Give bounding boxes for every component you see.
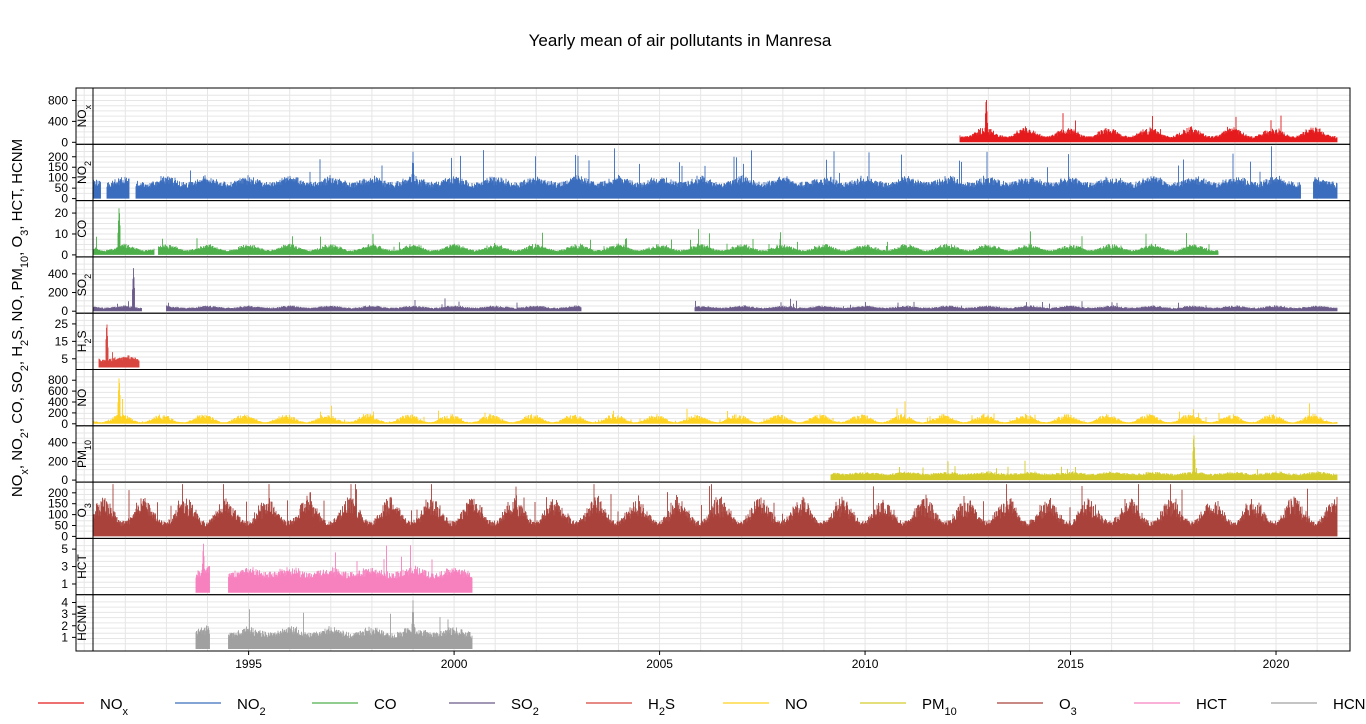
y-tick-label: 1: [61, 630, 68, 644]
legend-label-pm10: PM10: [922, 696, 957, 718]
panel-nox: NOx 0 400 800: [48, 87, 1351, 149]
x-tick-label: 2015: [1057, 657, 1084, 671]
strip-label-hcnm: HCNM: [75, 605, 89, 641]
x-tick-label: 2020: [1263, 657, 1290, 671]
y-tick-label: 150: [48, 497, 68, 511]
panel-hct: HCT 1 3 5: [61, 537, 1351, 596]
panel-co: CO 0 10 20: [55, 200, 1351, 262]
y-tick-label: 0: [61, 417, 68, 431]
strip-label-hct: HCT: [75, 554, 89, 579]
y-tick-label: 200: [48, 150, 68, 164]
y-tick-label: 2: [61, 619, 68, 633]
strip-label-co: CO: [75, 220, 89, 238]
strip-label-no: NO: [75, 389, 89, 407]
legend-label-no: NO: [785, 696, 808, 713]
y-tick-label: 800: [48, 373, 68, 387]
y-tick-label: 200: [48, 454, 68, 468]
panels: NOx0400800NO2050100150200CO01020SO202004…: [48, 87, 1351, 652]
y-tick-label: 400: [48, 267, 68, 281]
panel-h2s: H2S 5 15 25: [55, 312, 1351, 371]
panel-frame: [75, 594, 1351, 652]
x-tick-label: 1995: [235, 657, 262, 671]
series-h2s: [98, 324, 140, 368]
y-tick-label: 25: [55, 317, 69, 331]
y-tick-label: 400: [48, 114, 68, 128]
y-tick-label: 15: [55, 334, 69, 348]
legend-label-so2: SO2: [511, 696, 539, 718]
legend: NOx NO2 CO SO2 H2S NO PM10 O3 HCT HCNM: [38, 696, 1366, 718]
y-tick-label: 100: [48, 171, 68, 185]
y-tick-label: 800: [48, 93, 68, 107]
strip-label-no2: NO2: [75, 161, 93, 184]
y-tick-label: 600: [48, 384, 68, 398]
x-tick-label: 2005: [646, 657, 673, 671]
y-tick-label: 0: [61, 248, 68, 262]
series-no: [92, 378, 1338, 424]
y-tick-label: 0: [61, 135, 68, 149]
strip-label-so2: SO2: [75, 274, 93, 296]
series-pm10: [830, 435, 1338, 481]
legend-label-o3: O3: [1059, 696, 1077, 718]
y-tick-label: 0: [61, 473, 68, 487]
legend-label-co: CO: [374, 696, 397, 713]
y-tick-label: 10: [55, 227, 69, 241]
y-tick-label: 0: [61, 192, 68, 206]
y-tick-label: 3: [61, 607, 68, 621]
series-co: [92, 208, 1219, 255]
x-tick-label: 2010: [852, 657, 879, 671]
legend-label-nox: NOx: [100, 696, 129, 718]
y-tick-label: 4: [61, 596, 68, 610]
y-tick-label: 400: [48, 395, 68, 409]
y-tick-label: 3: [61, 560, 68, 574]
chart-title: Yearly mean of air pollutants in Manresa: [529, 31, 832, 50]
y-tick-label: 200: [48, 286, 68, 300]
y-axis-title: NOx, NO2, CO, SO2, H2S, NO, PM10, O3, HC…: [9, 139, 31, 497]
x-axis: 1995 2000 2005 2010 2015 2020: [235, 651, 1290, 671]
y-tick-label: 5: [61, 542, 68, 556]
y-tick-label: 400: [48, 436, 68, 450]
y-tick-label: 50: [55, 181, 69, 195]
series-hct: [195, 543, 473, 593]
y-tick-label: 50: [55, 519, 69, 533]
panel-so2: SO2 0 200 400: [48, 256, 1351, 318]
strip-label-nox: NOx: [75, 104, 93, 127]
x-tick-label: 2000: [441, 657, 468, 671]
y-tick-label: 100: [48, 508, 68, 522]
strip-label-h2s: H2S: [75, 330, 93, 352]
y-tick-label: 0: [61, 304, 68, 318]
legend-label-hct: HCT: [1196, 696, 1227, 713]
series-hcnm: [195, 600, 473, 649]
y-tick-label: 0: [61, 529, 68, 543]
y-tick-label: 150: [48, 160, 68, 174]
y-tick-label: 200: [48, 406, 68, 420]
series-nox: [959, 100, 1338, 143]
legend-label-h2s: H2S: [648, 696, 675, 718]
y-tick-label: 200: [48, 486, 68, 500]
y-tick-label: 1: [61, 577, 68, 591]
y-tick-label: 5: [61, 352, 68, 366]
y-tick-label: 20: [55, 206, 69, 220]
legend-label-no2: NO2: [237, 696, 266, 718]
legend-label-hcnm: HCNM: [1333, 696, 1366, 713]
